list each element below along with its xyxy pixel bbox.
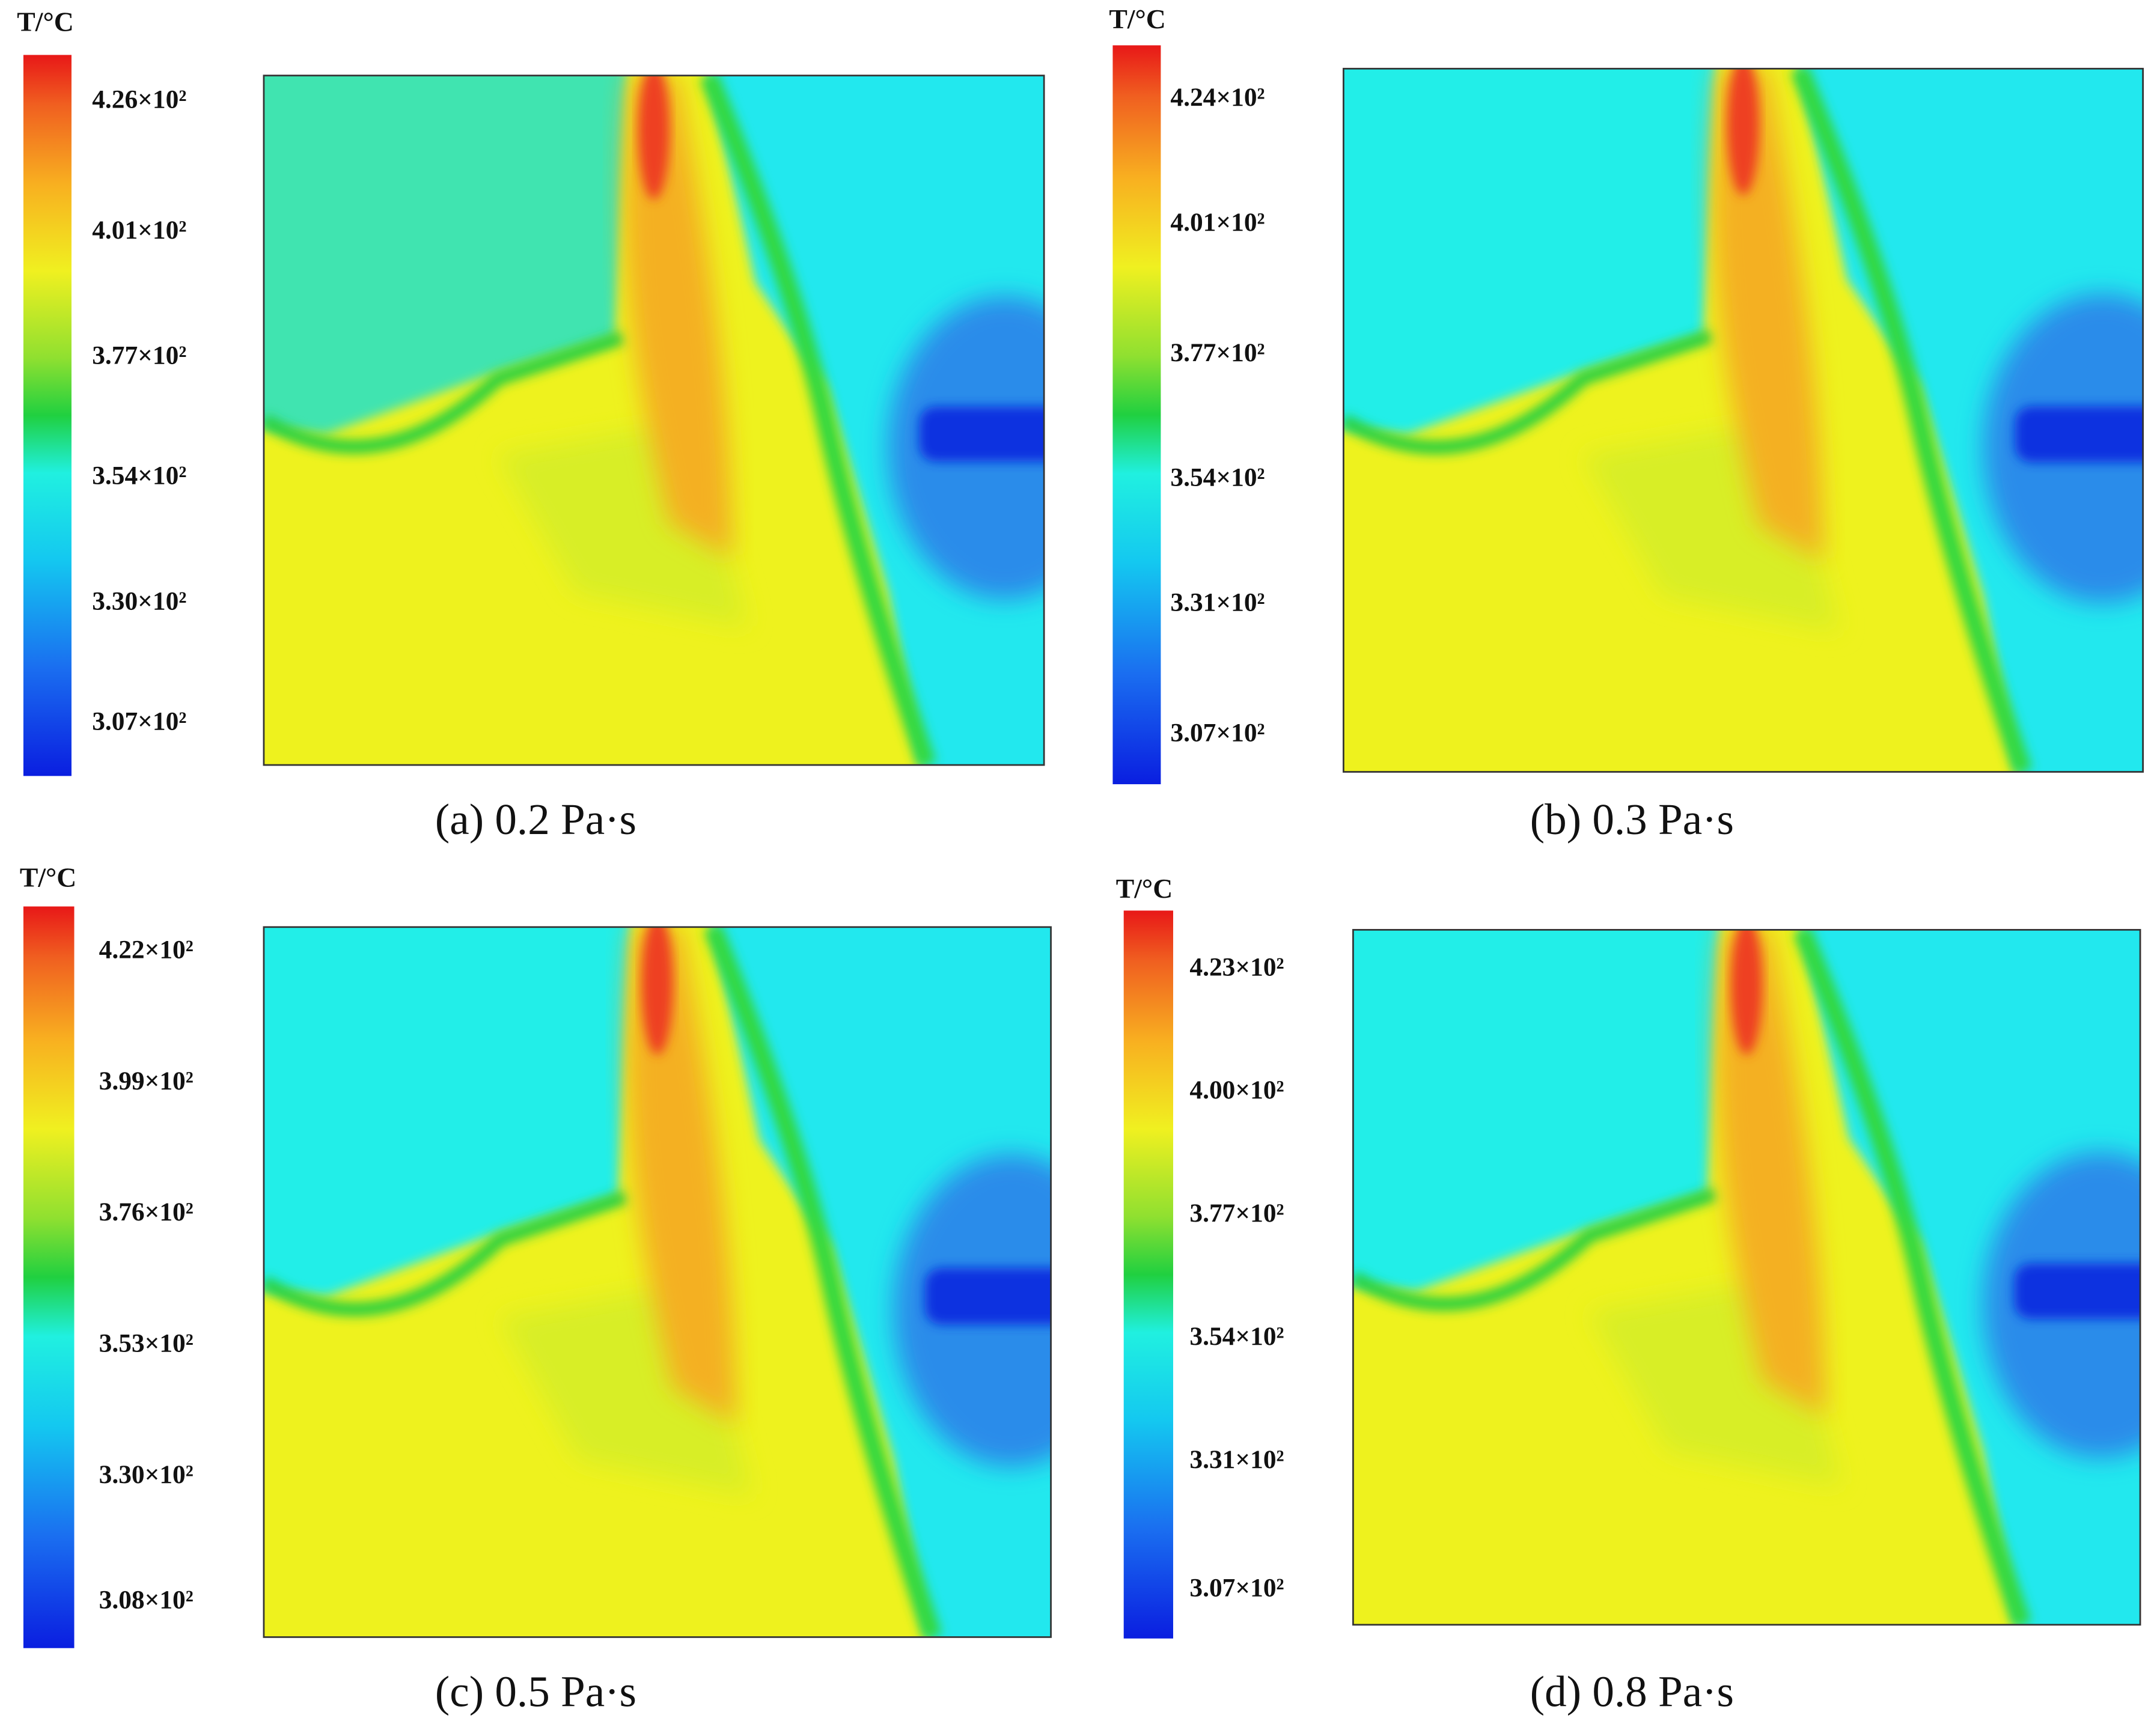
- colorbar-tick-label: 4.26×10²: [92, 85, 186, 114]
- colorbar-label: T/°C: [17, 7, 73, 37]
- green-edge: [263, 330, 625, 454]
- colorbar-tick-label: 3.77×10²: [1189, 1199, 1284, 1228]
- field-border: [263, 926, 1052, 1638]
- upper-left-region: [263, 927, 631, 1297]
- colorbar-tick-label: 3.53×10²: [99, 1329, 194, 1358]
- colorbar: [1112, 45, 1161, 785]
- colorbar-tick-label: 4.22×10²: [99, 935, 194, 964]
- temperature-field: [1353, 930, 2141, 1625]
- field-border: [263, 75, 1045, 766]
- green-edge: [263, 1190, 629, 1317]
- colorbar-tick-label: 3.77×10²: [92, 341, 186, 370]
- cold-core: [2014, 1263, 2141, 1319]
- colorbar-tick-label: 4.24×10²: [1170, 83, 1265, 112]
- caption: (b) 0.3 Pa·s: [1530, 795, 1734, 844]
- upper-left-region: [1353, 930, 1720, 1291]
- colorbar: [1123, 910, 1173, 1639]
- caption: (d) 0.8 Pa·s: [1530, 1667, 1734, 1716]
- temperature-field: [263, 75, 1045, 766]
- green-edge: [703, 927, 942, 1637]
- temperature-field: [263, 927, 1051, 1637]
- colorbar-tick-label: 3.08×10²: [99, 1586, 194, 1615]
- caption: (a) 0.2 Pa·s: [435, 795, 636, 844]
- panel: T/°C 4.26×10² 4.01×10² 3.77×10² 3.54×10² 3.30…: [17, 7, 1045, 844]
- colorbar-tick-label: 3.30×10²: [92, 586, 186, 615]
- cold-core: [919, 406, 1045, 462]
- green-edge: [700, 75, 936, 766]
- colorbar-tick-label: 3.07×10²: [1170, 719, 1265, 748]
- colorbar-tick-label: 3.54×10²: [92, 461, 186, 490]
- colorbar-tick-label: 3.54×10²: [1189, 1322, 1284, 1351]
- upper-left-region: [263, 75, 627, 434]
- colorbar-label: T/°C: [20, 862, 76, 893]
- colorbar: [23, 55, 72, 776]
- green-edge: [1343, 329, 1713, 454]
- colorbar-tick-label: 3.07×10²: [92, 707, 186, 736]
- colorbar-tick-label: 3.54×10²: [1170, 463, 1265, 492]
- right-region: [1801, 930, 2141, 1625]
- green-edge: [1353, 1187, 1718, 1311]
- colorbar: [23, 906, 75, 1648]
- cold-core: [2015, 406, 2143, 463]
- right-region: [1799, 69, 2143, 772]
- colorbar-tick-label: 3.76×10²: [99, 1198, 194, 1226]
- right-region: [708, 75, 1045, 766]
- plume-core: [641, 927, 673, 1055]
- colorbar-tick-label: 3.07×10²: [1189, 1574, 1284, 1603]
- colorbar-tick-label: 3.99×10²: [99, 1067, 194, 1095]
- green-edge: [1790, 69, 2033, 772]
- panel: T/°C 4.22×10² 3.99×10² 3.76×10² 3.53×10² 3.30…: [20, 862, 1052, 1716]
- panel: T/°C 4.23×10² 4.00×10² 3.77×10² 3.54×10² 3.31…: [1116, 873, 2141, 1716]
- colorbar-tick-label: 4.01×10²: [1170, 208, 1265, 237]
- caption: (c) 0.5 Pa·s: [435, 1667, 636, 1716]
- upper-left-region: [1343, 69, 1716, 434]
- colorbar-tick-label: 4.23×10²: [1189, 952, 1284, 981]
- plume-core: [1731, 930, 1763, 1055]
- colorbar-tick-label: 3.31×10²: [1170, 588, 1265, 617]
- colorbar-tick-label: 3.30×10²: [99, 1460, 194, 1489]
- plume-core: [638, 75, 670, 200]
- cold-core: [925, 1267, 1051, 1325]
- panel: T/°C 4.24×10² 4.01×10² 3.77×10² 3.54×10² 3.31…: [1109, 4, 2144, 844]
- temperature-field: [1343, 69, 2143, 772]
- colorbar-label: T/°C: [1109, 4, 1165, 34]
- colorbar-tick-label: 4.00×10²: [1189, 1076, 1284, 1104]
- green-edge: [1793, 930, 2031, 1625]
- right-region: [712, 927, 1051, 1637]
- colorbar-tick-label: 3.77×10²: [1170, 338, 1265, 367]
- colorbar-label: T/°C: [1116, 873, 1173, 904]
- plume-core: [1727, 69, 1760, 195]
- field-border: [1343, 67, 2144, 773]
- field-border: [1352, 928, 2141, 1626]
- colorbar-tick-label: 4.01×10²: [92, 216, 186, 245]
- colorbar-tick-label: 3.31×10²: [1189, 1445, 1284, 1474]
